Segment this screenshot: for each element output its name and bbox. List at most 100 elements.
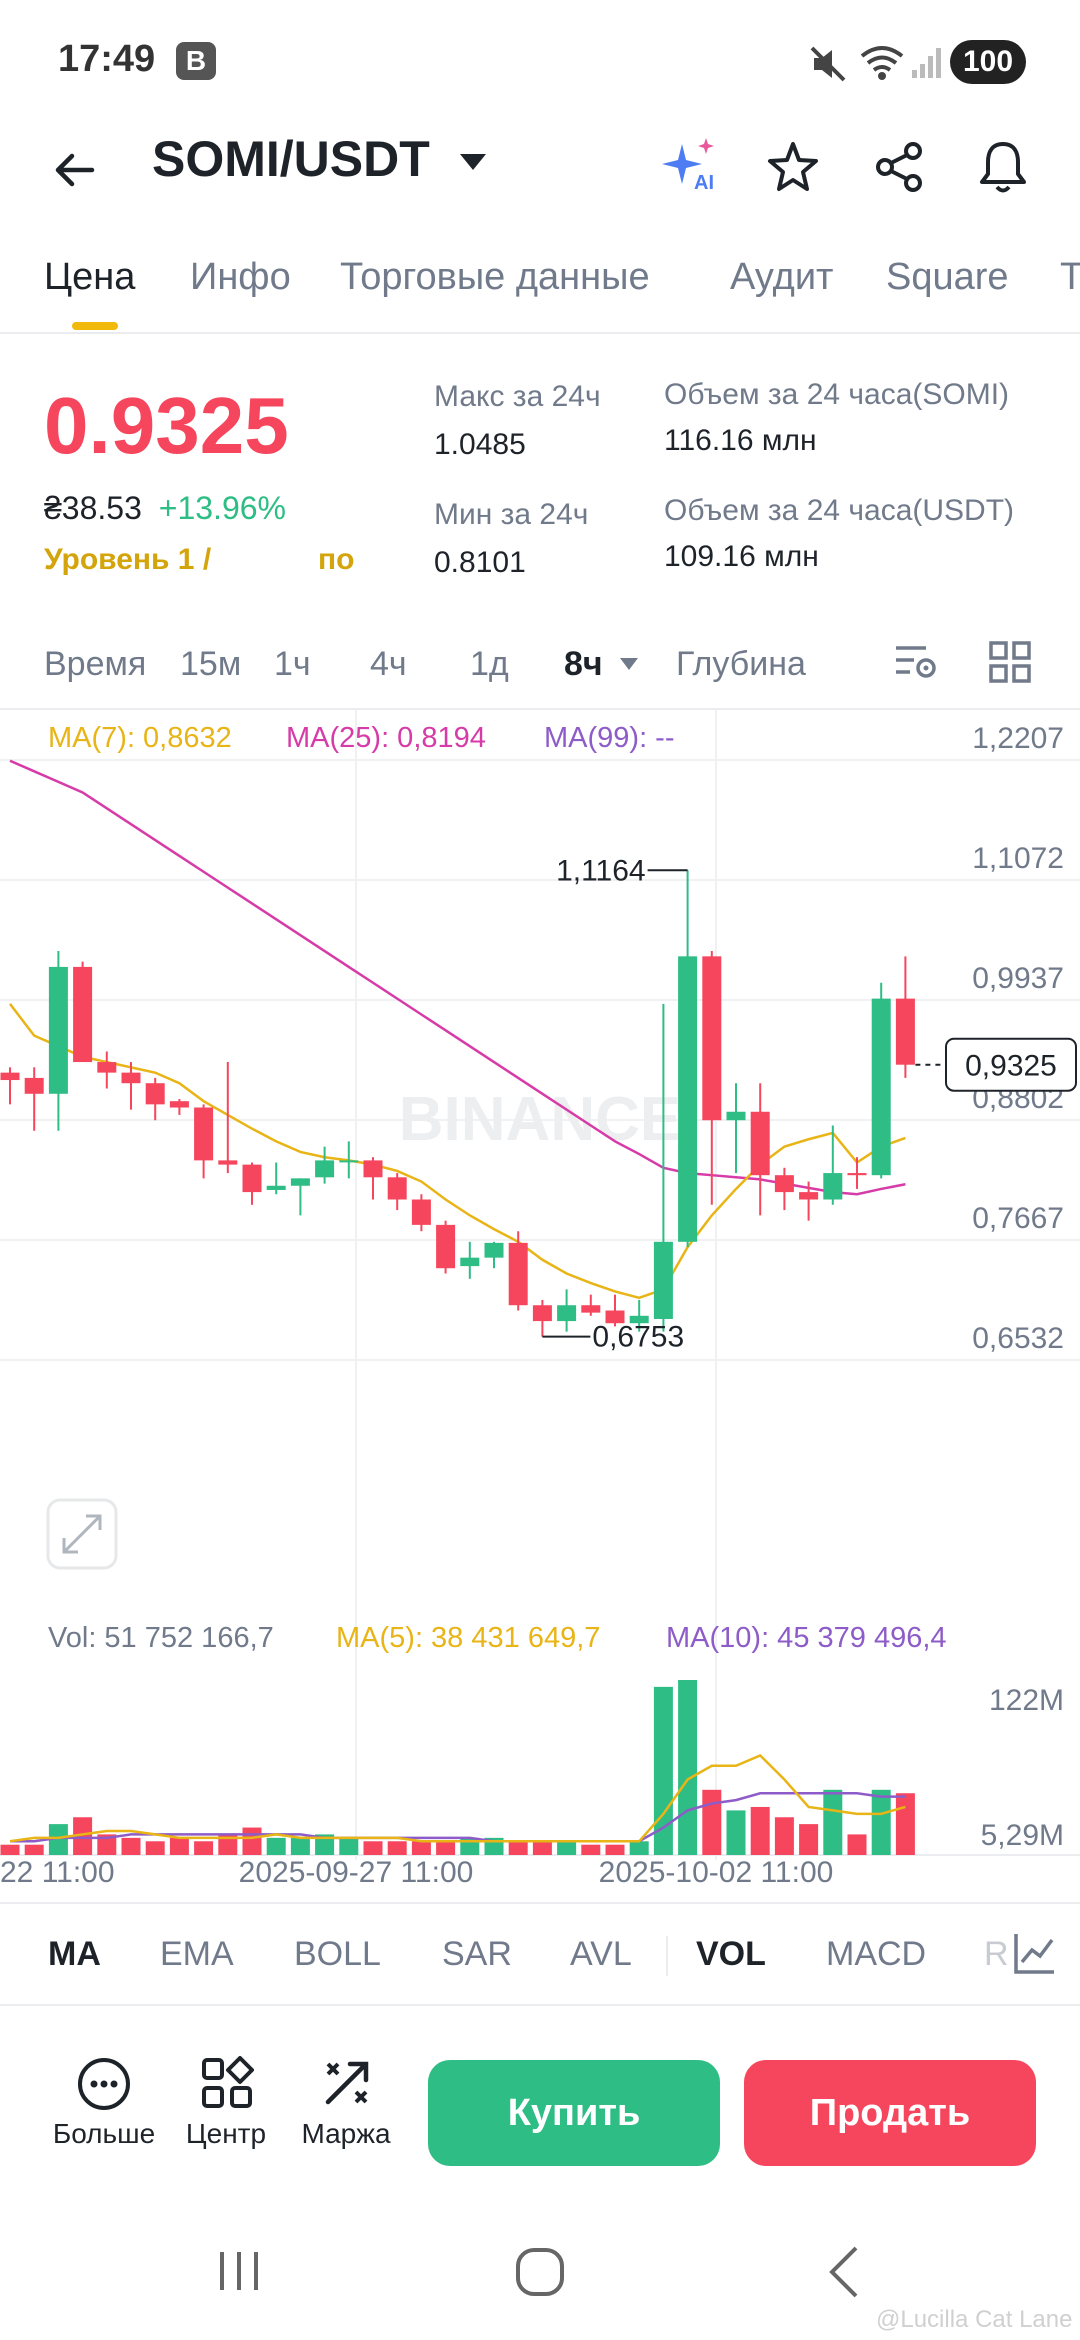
star-icon[interactable] (766, 140, 820, 194)
ai-assistant-button[interactable]: AI (660, 136, 720, 196)
indicator-avl[interactable]: AVL (570, 1935, 632, 1973)
section-tabs: Цена Инфо Торговые данные Аудит Square T (0, 248, 1080, 334)
volume-bar-down (145, 1841, 165, 1855)
signal-icon (912, 48, 941, 78)
indicator-settings-icon[interactable] (1012, 1930, 1058, 1976)
tab-square[interactable]: Square (886, 256, 1009, 298)
volume-bar-up (726, 1810, 746, 1855)
vol-ma5-legend: MA(5): 38 431 649,7 (336, 1622, 601, 1654)
volume-bar-down (194, 1841, 214, 1855)
tab-price[interactable]: Цена (44, 256, 136, 298)
low-value: 0.8101 (434, 546, 526, 579)
divider (0, 1902, 1080, 1904)
tab-audit[interactable]: Аудит (730, 256, 834, 298)
chevron-down-icon[interactable] (458, 152, 488, 172)
wifi-icon (860, 46, 904, 80)
indicator-ema[interactable]: EMA (160, 1935, 234, 1973)
low-label: Мин за 24ч (434, 498, 589, 531)
pair-title[interactable]: SOMI/USDT (152, 131, 430, 187)
candle-down (97, 1062, 117, 1073)
volume-bar-up (557, 1841, 577, 1855)
vol-legend: Vol: 51 752 166,7 (48, 1622, 274, 1654)
buy-button[interactable]: Купить (428, 2060, 720, 2166)
candle-down (145, 1083, 165, 1105)
tf-15m[interactable]: 15м (180, 645, 242, 683)
volume-bar-down (774, 1817, 794, 1855)
volume-bar-down (387, 1841, 407, 1855)
candle-up (653, 1241, 673, 1319)
price-uah: ₴38.53 (44, 490, 142, 526)
indicator-sar[interactable]: SAR (442, 1935, 512, 1973)
indicator-ma[interactable]: MA (48, 1935, 101, 1973)
y-tick-label: 0,9937 (972, 962, 1064, 995)
volume-bar-down (97, 1834, 117, 1855)
candle-up (315, 1160, 335, 1178)
indicator-macd[interactable]: MACD (826, 1935, 927, 1973)
indicator-boll[interactable]: BOLL (294, 1935, 381, 1973)
tf-1h[interactable]: 1ч (274, 645, 311, 683)
recent-apps-icon[interactable] (214, 2246, 264, 2296)
candle-down (605, 1310, 625, 1324)
volume-bar-down (242, 1827, 262, 1855)
volume-bar-down (750, 1806, 770, 1855)
y-tick-label: 1,2207 (972, 722, 1064, 755)
tier-level[interactable]: Уровень 1 / (44, 543, 212, 576)
indicator-vol[interactable]: VOL (696, 1935, 766, 1973)
last-price: 0.9325 (44, 381, 289, 470)
more-dots-icon (78, 2058, 130, 2110)
candle-down (194, 1107, 214, 1161)
status-bar: 17:49 B 100 (0, 0, 1080, 120)
vol-tick-label: 122M (989, 1684, 1064, 1717)
tab-more[interactable]: T (1060, 256, 1080, 298)
back-icon[interactable] (824, 2244, 864, 2300)
x-tick-label: 2025-09-27 11:00 (239, 1856, 474, 1889)
home-icon[interactable] (512, 2244, 568, 2300)
back-arrow-icon[interactable] (48, 144, 100, 196)
volume-bar-up (871, 1789, 891, 1855)
expand-icon (62, 1514, 102, 1554)
volume-bar-up (653, 1686, 673, 1855)
ma99-legend: MA(99): -- (544, 722, 675, 754)
candle-down (363, 1160, 383, 1178)
ma25-line (9, 759, 906, 1196)
volume-bar-down (799, 1824, 819, 1855)
active-tab-indicator (72, 322, 118, 330)
binance-watermark: BINANCE (399, 1085, 681, 1154)
margin-label: Маржа (301, 2118, 391, 2149)
volume-bar-down (411, 1841, 431, 1855)
apps-icon (202, 2056, 254, 2108)
bell-icon[interactable] (976, 138, 1030, 196)
tier-level-tail[interactable]: по (318, 543, 355, 576)
tab-trading-data[interactable]: Торговые данные (340, 256, 650, 298)
center-button[interactable] (166, 2050, 286, 2160)
candle-down (121, 1072, 141, 1084)
high-marker-label: 1,1164 (556, 854, 646, 887)
chart-settings-icon[interactable] (892, 640, 940, 684)
volume-bar-down (436, 1841, 456, 1855)
ma7-legend: MA(7): 0,8632 (48, 722, 232, 754)
margin-button[interactable] (286, 2050, 406, 2160)
indicator-more[interactable]: R (984, 1935, 1009, 1973)
more-button[interactable] (44, 2050, 164, 2160)
sell-button[interactable]: Продать (744, 2060, 1036, 2166)
tf-depth[interactable]: Глубина (676, 645, 806, 683)
tf-1d[interactable]: 1д (470, 645, 509, 683)
candle-down (702, 956, 722, 1121)
candle-up (266, 1185, 286, 1190)
system-nav-bar: @Lucilla Cat Lane (0, 2220, 1080, 2340)
tf-time[interactable]: Время (44, 645, 147, 683)
candle-up (871, 998, 891, 1176)
tf-4h[interactable]: 4ч (370, 645, 407, 683)
volume-bar-down (508, 1841, 528, 1855)
layout-grid-icon[interactable] (988, 640, 1032, 684)
candle-up (557, 1305, 577, 1322)
tf-dropdown-icon[interactable] (618, 656, 640, 672)
tab-info[interactable]: Инфо (190, 256, 291, 298)
volume-bar-down (532, 1841, 552, 1855)
x-tick-label: -22 11:00 (0, 1856, 115, 1889)
price-chart[interactable]: 1,22071,10720,99370,88020,76670,6532BINA… (0, 710, 1080, 1920)
center-label: Центр (185, 2118, 267, 2149)
share-icon[interactable] (872, 140, 926, 194)
candle-down (218, 1160, 238, 1165)
tf-8h[interactable]: 8ч (564, 645, 603, 683)
